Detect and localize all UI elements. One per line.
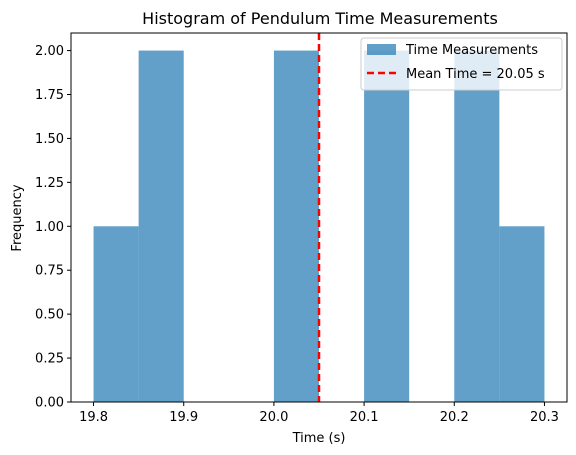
- x-tick-label-5: 20.3: [530, 410, 559, 425]
- y-tick-label-5: 1.25: [35, 176, 64, 191]
- chart-title: Histogram of Pendulum Time Measurements: [142, 9, 498, 28]
- y-tick-label-7: 1.75: [35, 88, 64, 103]
- y-axis-ticks: 0.00 0.25 0.50 0.75 1.00 1.25 1.50 1.75 2.00: [35, 44, 71, 411]
- y-tick-label-4: 1.00: [35, 220, 64, 235]
- y-tick-label-3: 0.75: [35, 264, 64, 279]
- plot-frame: [70, 32, 568, 403]
- x-tick-label-2: 20.0: [259, 410, 288, 425]
- histogram-bar-1: [138, 50, 184, 402]
- legend-box: [360, 37, 563, 91]
- legend-label-mean-time: Mean Time = 20.05 s: [406, 67, 545, 82]
- histogram-bar-4: [273, 50, 319, 402]
- histogram-bar-9: [499, 226, 545, 402]
- x-tick-label-4: 20.2: [440, 410, 469, 425]
- x-tick-label-0: 19.8: [79, 410, 108, 425]
- histogram-bar-0: [93, 226, 139, 402]
- x-tick-label-1: 19.9: [169, 410, 198, 425]
- legend: Time Measurements Mean Time = 20.05 s: [360, 37, 563, 91]
- y-tick-label-1: 0.25: [35, 352, 64, 367]
- x-axis-ticks: 19.8 19.9 20.0 20.1 20.2 20.3: [79, 402, 559, 425]
- histogram-bar-8: [454, 50, 500, 402]
- y-axis-label: Frequency: [10, 184, 25, 251]
- x-tick-label-3: 20.1: [350, 410, 379, 425]
- y-tick-label-6: 1.50: [35, 132, 64, 147]
- histogram-bar-6: [364, 50, 410, 402]
- bars-group: [93, 50, 545, 402]
- x-axis-label: Time (s): [292, 431, 346, 446]
- legend-patch-time-measurements: [367, 44, 396, 55]
- y-tick-label-2: 0.50: [35, 308, 64, 323]
- y-tick-label-0: 0.00: [35, 396, 64, 411]
- y-tick-label-8: 2.00: [35, 44, 64, 59]
- legend-label-time-measurements: Time Measurements: [405, 43, 538, 58]
